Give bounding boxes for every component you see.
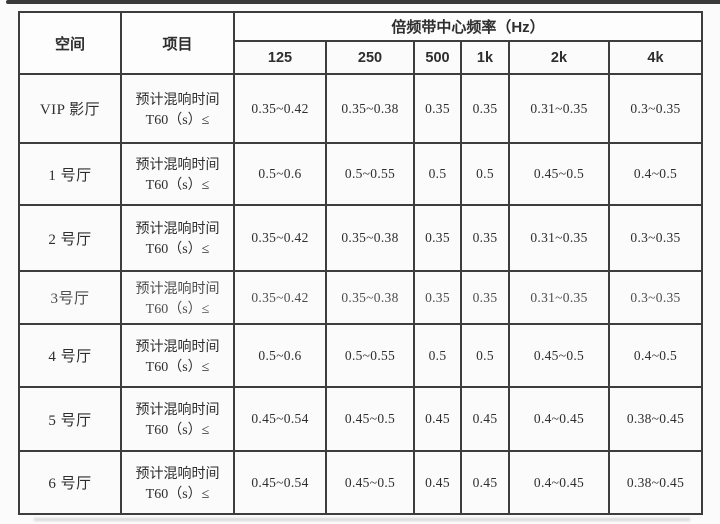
t60-250: 0.35~0.38 [325,204,415,272]
item-cell: 预计混响时间 T60（s）≤ [120,386,235,452]
t60-2k: 0.45~0.5 [508,323,610,388]
top-edge-bar [6,0,720,4]
item-line-2: T60（s）≤ [145,112,210,128]
t60-1k: 0.35 [460,270,510,325]
item-line-2: T60（s）≤ [145,178,210,193]
col-header-500hz: 500 [413,40,462,75]
t60-2k: 0.4~0.45 [508,450,610,515]
item-line-2: T60（s）≤ [145,486,210,502]
item-cell: 预计混响时间 T60（s）≤ [120,270,235,325]
t60-500: 0.35 [413,270,462,325]
item-line-1: 预计混响时间 [135,222,220,237]
col-header-item: 项目 [120,11,235,75]
t60-250: 0.35~0.38 [325,270,415,325]
t60-1k: 0.5 [460,142,510,206]
col-header-space: 空间 [18,11,122,75]
t60-125: 0.5~0.6 [233,323,327,388]
bottom-shadow [34,518,690,521]
t60-4k: 0.4~0.5 [608,142,703,206]
t60-2k: 0.31~0.35 [508,204,610,272]
t60-500: 0.45 [413,386,462,452]
table-row-hall6: 6 号厅 预计混响时间 T60（s）≤ 0.45~0.54 0.45~0.5 0… [18,450,703,515]
t60-1k: 0.35 [460,73,510,144]
t60-4k: 0.3~0.35 [608,73,703,144]
item-line-1: 预计混响时间 [135,339,220,355]
t60-125: 0.45~0.54 [233,386,327,452]
item-line-1: 预计混响时间 [135,158,220,173]
header-row-2: 125 250 500 1k 2k 4k [19,40,703,75]
col-header-4khz: 4k [608,40,703,75]
col-header-1khz: 1k [460,40,510,75]
header-row-1: 空间 项目 倍频带中心频率（Hz） [18,11,703,75]
table-row-hall5: 5 号厅 预计混响时间 T60（s）≤ 0.45~0.54 0.45~0.5 0… [18,386,703,452]
t60-1k: 0.35 [460,204,510,272]
t60-250: 0.45~0.5 [325,386,415,452]
t60-4k: 0.4~0.5 [608,323,703,388]
table-row-vip: VIP 影厅 预计混响时间 T60（s）≤ 0.35~0.42 0.35~0.3… [18,73,703,144]
space-label: 6 号厅 [18,450,122,515]
t60-500: 0.5 [413,323,462,388]
item-line-2: T60（s）≤ [145,301,210,317]
item-cell: 预计混响时间 T60（s）≤ [120,142,235,206]
t60-250: 0.35~0.38 [325,73,415,144]
t60-1k: 0.5 [460,323,510,388]
t60-125: 0.45~0.54 [233,450,327,515]
t60-500: 0.35 [413,73,462,144]
t60-250: 0.45~0.5 [325,450,415,515]
space-label: 5 号厅 [18,386,122,452]
reverberation-time-table: 空间 项目 倍频带中心频率（Hz） 125 250 500 1k 2k 4k V… [18,11,703,515]
item-line-1: 预计混响时间 [135,92,220,108]
t60-2k: 0.45~0.5 [508,142,610,206]
item-line-1: 预计混响时间 [135,466,220,482]
space-label: 1 号厅 [18,142,122,206]
col-header-250hz: 250 [325,40,415,75]
t60-1k: 0.45 [460,386,510,452]
t60-250: 0.5~0.55 [325,323,415,388]
item-line-2: T60（s）≤ [145,359,210,375]
t60-500: 0.45 [413,450,462,515]
t60-4k: 0.38~0.45 [608,450,703,515]
item-line-1: 预计混响时间 [135,281,220,297]
t60-250: 0.5~0.55 [325,142,415,206]
t60-4k: 0.3~0.35 [608,204,703,272]
col-header-2khz: 2k [508,40,610,75]
col-header-freq-group: 倍频带中心频率（Hz） [233,11,703,42]
item-cell: 预计混响时间 T60（s）≤ [120,450,235,515]
space-label: 3号厅 [18,270,122,325]
t60-500: 0.5 [413,142,462,206]
table-row-hall1: 1 号厅 预计混响时间 T60（s）≤ 0.5~0.6 0.5~0.55 0.5… [18,142,703,206]
item-cell: 预计混响时间 T60（s）≤ [120,323,235,388]
t60-500: 0.35 [413,204,462,272]
t60-1k: 0.45 [460,450,510,515]
col-header-125hz: 125 [233,40,327,75]
item-cell: 预计混响时间 T60（s）≤ [120,73,235,144]
space-label: VIP 影厅 [18,73,122,144]
item-line-2: T60（s）≤ [145,242,210,257]
t60-125: 0.35~0.42 [233,270,327,325]
space-label: 2 号厅 [18,204,122,272]
t60-2k: 0.31~0.35 [508,270,610,325]
table-row-hall4: 4 号厅 预计混响时间 T60（s）≤ 0.5~0.6 0.5~0.55 0.5… [18,323,703,388]
t60-2k: 0.31~0.35 [508,73,610,144]
table-row-hall3: 3号厅 预计混响时间 T60（s）≤ 0.35~0.42 0.35~0.38 0… [18,270,703,325]
t60-4k: 0.3~0.35 [608,270,703,325]
t60-125: 0.5~0.6 [233,142,327,206]
t60-125: 0.35~0.42 [233,204,327,272]
table-row-hall2: 2 号厅 预计混响时间 T60（s）≤ 0.35~0.42 0.35~0.38 … [18,204,703,272]
item-line-2: T60（s）≤ [145,423,210,438]
t60-4k: 0.38~0.45 [608,386,703,452]
item-cell: 预计混响时间 T60（s）≤ [120,204,235,272]
t60-2k: 0.4~0.45 [508,386,610,452]
t60-125: 0.35~0.42 [233,73,327,144]
space-label: 4 号厅 [18,323,122,388]
item-line-1: 预计混响时间 [135,403,220,418]
